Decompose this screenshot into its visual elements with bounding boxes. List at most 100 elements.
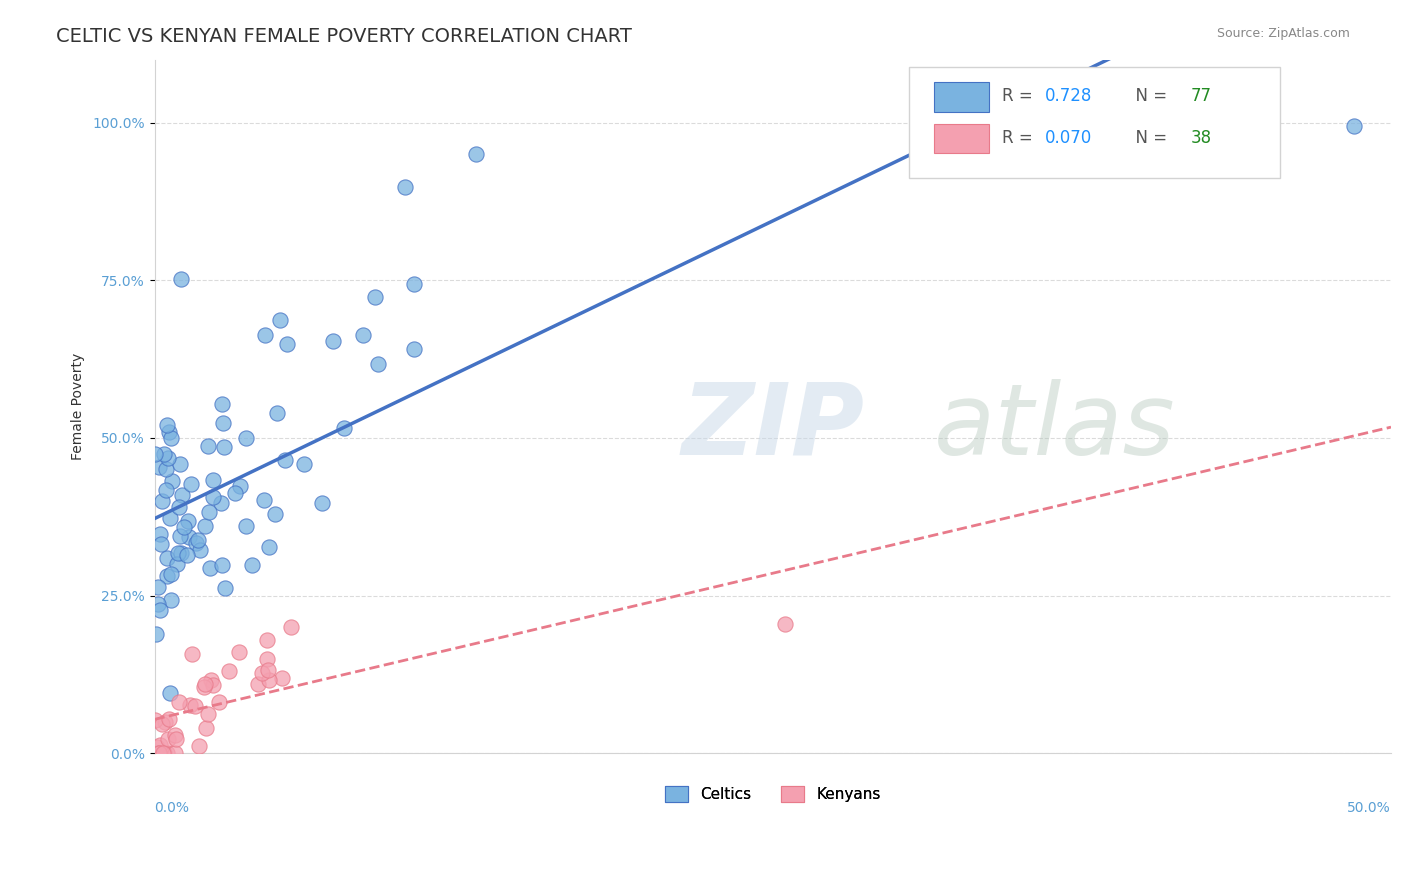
Point: [247, 677, 270, 691]
Point: [253, 492, 276, 507]
Point: [149, 738, 172, 752]
Point: [404, 277, 426, 291]
Text: atlas: atlas: [934, 379, 1175, 475]
Text: 0.070: 0.070: [1045, 129, 1092, 147]
Point: [254, 328, 277, 343]
Point: [176, 548, 198, 562]
Point: [274, 453, 297, 467]
Point: [211, 558, 233, 573]
Text: N =: N =: [1125, 87, 1173, 105]
Point: [1343, 119, 1365, 133]
Point: [193, 680, 215, 694]
Point: [157, 712, 180, 726]
Point: [186, 536, 208, 550]
Point: [159, 510, 181, 524]
Point: [143, 447, 166, 461]
Point: [197, 706, 219, 721]
Point: [160, 592, 183, 607]
FancyBboxPatch shape: [908, 67, 1279, 178]
Point: [201, 678, 224, 692]
Point: [143, 713, 166, 727]
Point: [173, 520, 195, 534]
Point: [394, 180, 416, 194]
Point: [252, 665, 274, 680]
Point: [153, 714, 176, 729]
Y-axis label: Female Poverty: Female Poverty: [72, 352, 86, 460]
Point: [201, 490, 224, 504]
Point: [240, 558, 263, 573]
Point: [163, 728, 186, 742]
Text: R =: R =: [1001, 129, 1038, 147]
Point: [214, 582, 236, 596]
Point: [198, 505, 221, 519]
Point: [235, 519, 257, 533]
Point: [332, 421, 354, 435]
Point: [229, 478, 252, 492]
Point: [322, 334, 344, 348]
Point: [169, 457, 191, 471]
Point: [179, 530, 201, 544]
Point: [148, 459, 170, 474]
Point: [150, 717, 173, 731]
Point: [311, 495, 333, 509]
Point: [280, 620, 302, 634]
Point: [156, 568, 179, 582]
Point: [257, 673, 280, 688]
FancyBboxPatch shape: [934, 124, 990, 153]
Point: [162, 474, 184, 488]
Point: [194, 677, 217, 691]
Point: [198, 560, 221, 574]
Text: 50.0%: 50.0%: [1347, 801, 1391, 815]
Point: [292, 458, 315, 472]
Point: [177, 514, 200, 528]
Point: [148, 527, 170, 541]
Point: [145, 627, 167, 641]
Point: [263, 508, 285, 522]
Point: [187, 739, 209, 753]
Point: [352, 328, 374, 343]
Point: [194, 518, 217, 533]
Point: [167, 694, 190, 708]
Point: [159, 566, 181, 581]
Point: [167, 546, 190, 560]
Point: [256, 632, 278, 647]
Point: [157, 450, 180, 465]
Point: [187, 533, 209, 547]
Point: [271, 672, 294, 686]
Point: [157, 732, 180, 747]
Point: [160, 431, 183, 445]
Point: [218, 664, 240, 678]
Text: 77: 77: [1191, 87, 1212, 105]
Text: CELTIC VS KENYAN FEMALE POVERTY CORRELATION CHART: CELTIC VS KENYAN FEMALE POVERTY CORRELAT…: [56, 27, 633, 45]
Text: Source: ZipAtlas.com: Source: ZipAtlas.com: [1216, 27, 1350, 40]
Point: [188, 542, 211, 557]
Point: [153, 447, 176, 461]
Point: [197, 439, 219, 453]
Point: [257, 540, 280, 554]
Point: [209, 496, 232, 510]
Point: [367, 357, 389, 371]
Point: [170, 546, 193, 560]
Point: [235, 431, 257, 445]
Text: 0.0%: 0.0%: [155, 801, 190, 815]
Point: [364, 290, 387, 304]
Point: [266, 407, 288, 421]
Point: [202, 473, 225, 487]
Point: [212, 440, 235, 454]
Point: [153, 746, 176, 760]
Point: [157, 425, 180, 439]
Point: [150, 493, 173, 508]
Point: [773, 616, 796, 631]
Point: [156, 746, 179, 760]
Point: [146, 746, 169, 760]
Point: [159, 685, 181, 699]
Text: 38: 38: [1191, 129, 1212, 147]
Text: ZIP: ZIP: [682, 379, 865, 475]
Point: [149, 603, 172, 617]
Point: [170, 272, 193, 286]
Point: [256, 651, 278, 665]
Text: R =: R =: [1001, 87, 1038, 105]
Point: [200, 673, 222, 687]
Point: [276, 336, 298, 351]
Point: [402, 342, 425, 356]
